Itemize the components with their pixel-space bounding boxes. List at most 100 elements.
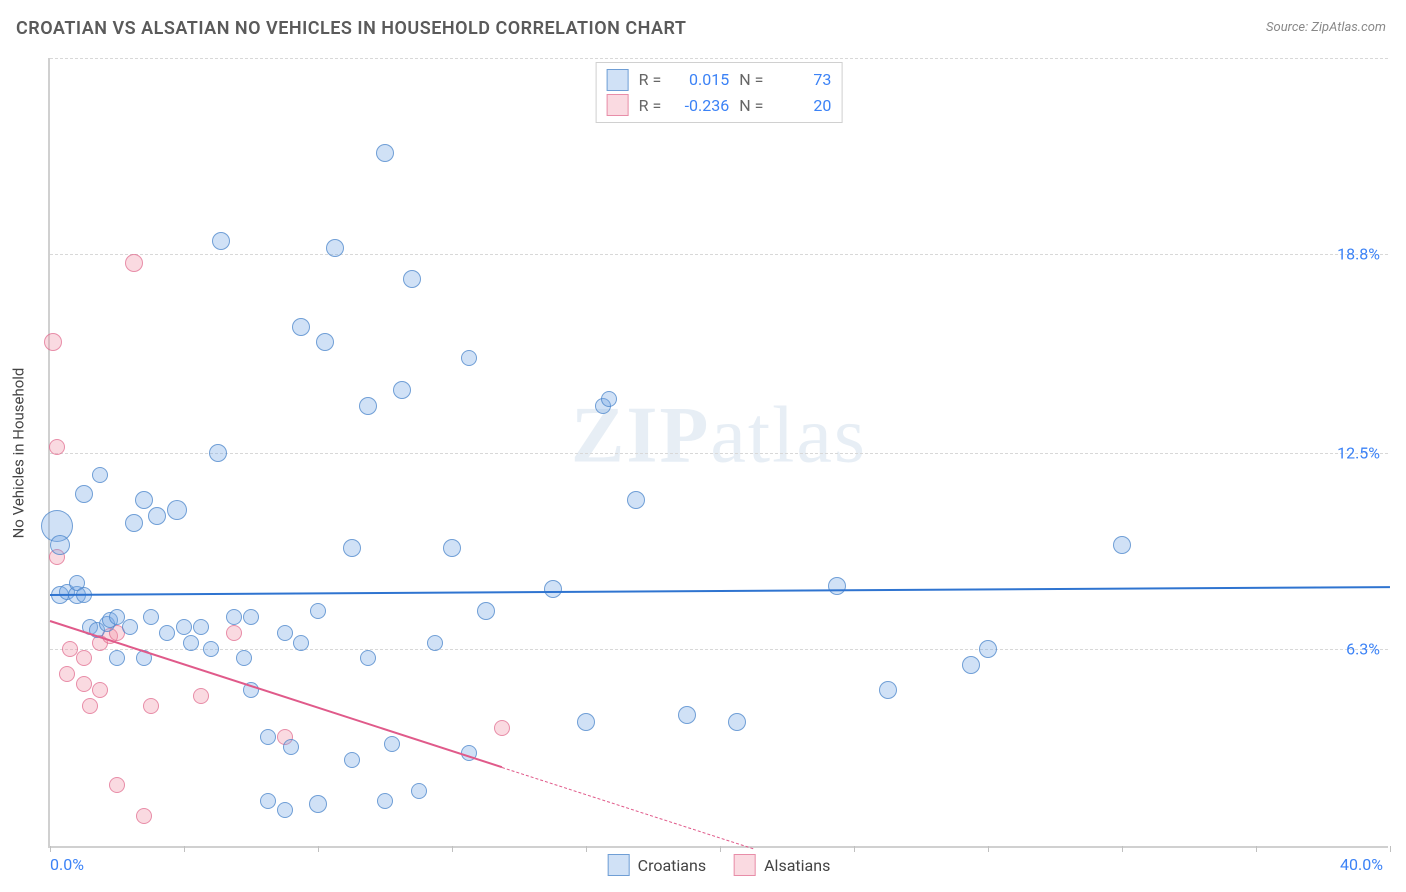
x-tick-label: 40.0% (1340, 855, 1383, 874)
data-point (159, 625, 175, 641)
data-point (326, 239, 344, 257)
data-point (176, 619, 192, 635)
y-tick-label: 12.5% (1337, 444, 1380, 463)
data-point (627, 491, 645, 509)
data-point (143, 698, 159, 714)
correlation-legend-row: R = -0.236 N = 20 (607, 93, 832, 119)
data-point (377, 793, 393, 809)
data-point (260, 793, 276, 809)
data-point (427, 635, 443, 651)
legend-item-alsatians: Alsatians (734, 854, 830, 876)
data-point (343, 539, 361, 557)
x-tick-label: 0.0% (50, 855, 84, 874)
data-point (277, 802, 293, 818)
data-point (203, 641, 219, 657)
x-tick (988, 846, 989, 852)
x-tick (50, 846, 51, 852)
data-point (376, 144, 394, 162)
data-point (577, 713, 595, 731)
gridline (50, 649, 1388, 650)
data-point (243, 609, 259, 625)
x-tick (854, 846, 855, 852)
chart-title: CROATIAN VS ALSATIAN NO VEHICLES IN HOUS… (16, 18, 686, 39)
data-point (212, 232, 230, 250)
x-tick (1256, 846, 1257, 852)
data-point (76, 650, 92, 666)
data-point (293, 635, 309, 651)
data-point (601, 391, 617, 407)
data-point (49, 439, 65, 455)
data-point (209, 444, 227, 462)
x-tick (586, 846, 587, 852)
correlation-legend: R = 0.015 N = 73 R = -0.236 N = 20 (596, 62, 843, 123)
data-point (50, 535, 70, 555)
data-point (310, 603, 326, 619)
trend-line-extrapolated (502, 767, 754, 849)
data-point (92, 682, 108, 698)
data-point (226, 609, 242, 625)
gridline (50, 58, 1388, 59)
data-point (443, 539, 461, 557)
data-point (143, 609, 159, 625)
data-point (193, 688, 209, 704)
data-point (76, 676, 92, 692)
gridline (50, 453, 1388, 454)
data-point (544, 580, 562, 598)
data-point (678, 706, 696, 724)
data-point (260, 729, 276, 745)
data-point (360, 650, 376, 666)
data-point (59, 666, 75, 682)
legend-swatch-alsatians (607, 94, 629, 116)
data-point (309, 795, 327, 813)
data-point (393, 381, 411, 399)
data-point (411, 783, 427, 799)
x-tick (720, 846, 721, 852)
y-axis-label: No Vehicles in Household (8, 58, 28, 848)
source-attribution: Source: ZipAtlas.com (1266, 20, 1386, 35)
x-tick (1390, 846, 1391, 852)
data-point (183, 635, 199, 651)
data-point (167, 500, 187, 520)
data-point (316, 333, 334, 351)
data-point (136, 808, 152, 824)
data-point (879, 681, 897, 699)
data-point (236, 650, 252, 666)
data-point (728, 713, 746, 731)
data-point (109, 777, 125, 793)
data-point (1113, 536, 1131, 554)
x-tick (1122, 846, 1123, 852)
data-point (403, 270, 421, 288)
data-point (75, 485, 93, 503)
series-legend: Croatians Alsatians (608, 854, 831, 876)
data-point (979, 640, 997, 658)
gridline (50, 254, 1388, 255)
data-point (461, 350, 477, 366)
legend-swatch-icon (734, 854, 756, 876)
legend-item-croatians: Croatians (608, 854, 706, 876)
data-point (283, 739, 299, 755)
data-point (277, 625, 293, 641)
data-point (125, 514, 143, 532)
data-point (82, 698, 98, 714)
data-point (125, 254, 143, 272)
data-point (494, 720, 510, 736)
data-point (292, 318, 310, 336)
data-point (828, 577, 846, 595)
data-point (193, 619, 209, 635)
legend-swatch-croatians (607, 69, 629, 91)
data-point (477, 602, 495, 620)
x-tick (318, 846, 319, 852)
legend-swatch-icon (608, 854, 630, 876)
data-point (135, 491, 153, 509)
trend-line (50, 586, 1390, 596)
y-tick-label: 18.8% (1337, 244, 1380, 263)
data-point (122, 619, 138, 635)
data-point (44, 333, 62, 351)
data-point (148, 507, 166, 525)
chart-container: CROATIAN VS ALSATIAN NO VEHICLES IN HOUS… (0, 0, 1406, 892)
data-point (92, 467, 108, 483)
plot-area: ZIPatlas R = 0.015 N = 73 R = -0.236 N =… (48, 58, 1388, 848)
x-tick (184, 846, 185, 852)
correlation-legend-row: R = 0.015 N = 73 (607, 67, 832, 93)
data-point (962, 656, 980, 674)
